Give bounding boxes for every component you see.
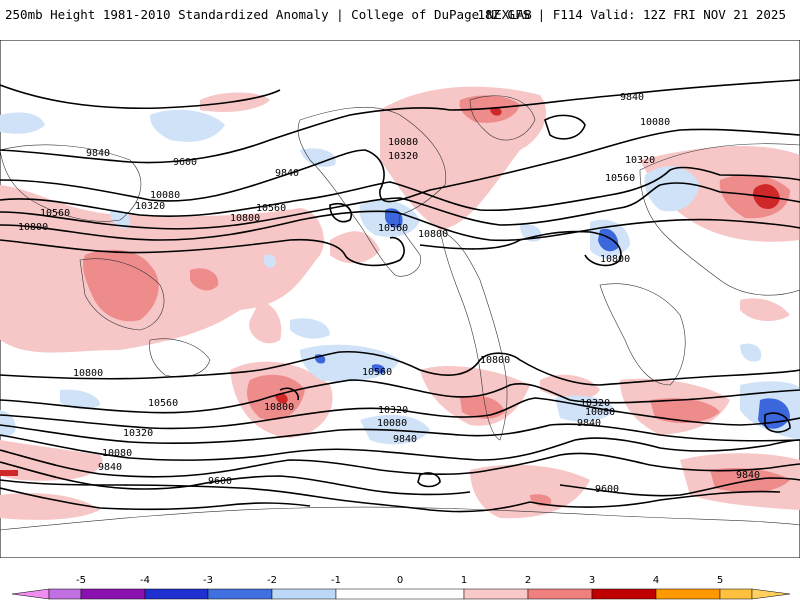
- height-contours: [0, 79, 800, 513]
- colorbar-segments: [11, 588, 791, 600]
- contour-label: 10080: [377, 418, 407, 429]
- contour-label: 9840: [98, 462, 122, 473]
- colorbar-arrow-left: [11, 588, 50, 600]
- map-title: 250mb Height 1981-2010 Standardized Anom…: [5, 7, 532, 22]
- contour-label: 10320: [135, 201, 165, 212]
- contour-label: 10320: [123, 428, 153, 439]
- colorbar-segment: [48, 588, 82, 600]
- colorbar-tick-label: -5: [76, 575, 86, 586]
- contour-label: 10080: [585, 407, 615, 418]
- colorbar-segment: [80, 588, 146, 600]
- contour-label: 10320: [625, 155, 655, 166]
- colorbar-segment: [463, 588, 529, 600]
- contour-label: 10800: [73, 368, 103, 379]
- model-run-info: 18Z GFS | F114 Valid: 12Z FRI NOV 21 202…: [477, 7, 786, 22]
- anomaly-map: 9840 9600 9840 10080 10320 10560 10800 1…: [0, 40, 800, 558]
- contour-labels: 9840 9600 9840 10080 10320 10560 10800 1…: [18, 92, 760, 495]
- contour-label: 10800: [600, 254, 630, 265]
- contour-label: 10080: [640, 117, 670, 128]
- coastlines: [0, 95, 800, 531]
- colorbar-segment: [335, 588, 465, 600]
- contour-label: 9600: [595, 484, 619, 495]
- contour-label: 10560: [378, 223, 408, 234]
- contour-label: 10080: [102, 448, 132, 459]
- contour-label: 10800: [418, 229, 448, 240]
- colorbar-tick-label: 5: [717, 575, 723, 586]
- colorbar-segment: [527, 588, 593, 600]
- colorbar-tick-label: 0: [397, 575, 403, 586]
- colorbar-segment: [271, 588, 337, 600]
- contour-label: 9840: [620, 92, 644, 103]
- contour-label: 10560: [148, 398, 178, 409]
- colorbar: -5 -4 -3 -2 -1 0 1 2 3 4 5: [11, 575, 791, 600]
- colorbar-tick-label: 3: [589, 575, 595, 586]
- colorbar-tick-label: 2: [525, 575, 531, 586]
- colorbar-arrow-right: [751, 588, 791, 600]
- contour-label: 10800: [18, 222, 48, 233]
- contour-label: 10560: [605, 173, 635, 184]
- contour-label: 10560: [256, 203, 286, 214]
- contour-label: 10560: [40, 208, 70, 219]
- colorbar-ticks-labels: -5 -4 -3 -2 -1 0 1 2 3 4 5: [76, 575, 723, 586]
- negative-anomaly-light: [0, 109, 800, 445]
- positive-anomaly-strong: [0, 107, 780, 476]
- colorbar-tick-label: -3: [203, 575, 213, 586]
- colorbar-tick-label: 1: [461, 575, 467, 586]
- contour-label: 10800: [230, 213, 260, 224]
- contour-label: 9840: [736, 470, 760, 481]
- contour-label: 9600: [173, 157, 197, 168]
- contour-label: 9840: [577, 418, 601, 429]
- contour-label: 10800: [480, 355, 510, 366]
- contour-label: 10320: [580, 398, 610, 409]
- contour-label: 10800: [264, 402, 294, 413]
- contour-label: 10080: [150, 190, 180, 201]
- colorbar-tick-label: -2: [267, 575, 277, 586]
- colorbar-segment: [719, 588, 753, 600]
- contour-label: 9840: [393, 434, 417, 445]
- positive-anomaly-medium: [82, 95, 790, 506]
- colorbar-tick-label: 4: [653, 575, 659, 586]
- contour-label: 9600: [208, 476, 232, 487]
- colorbar-segment: [207, 588, 273, 600]
- contour-label: 9840: [86, 148, 110, 159]
- colorbar-segment: [655, 588, 721, 600]
- colorbar-tick-label: -1: [331, 575, 341, 586]
- contour-label: 10320: [388, 151, 418, 162]
- colorbar-segment: [144, 588, 209, 600]
- contour-label: 10320: [378, 405, 408, 416]
- colorbar-tick-label: -4: [140, 575, 150, 586]
- contour-label: 9840: [275, 168, 299, 179]
- colorbar-segment: [591, 588, 657, 600]
- contour-label: 10560: [362, 367, 392, 378]
- contour-label: 10080: [388, 137, 418, 148]
